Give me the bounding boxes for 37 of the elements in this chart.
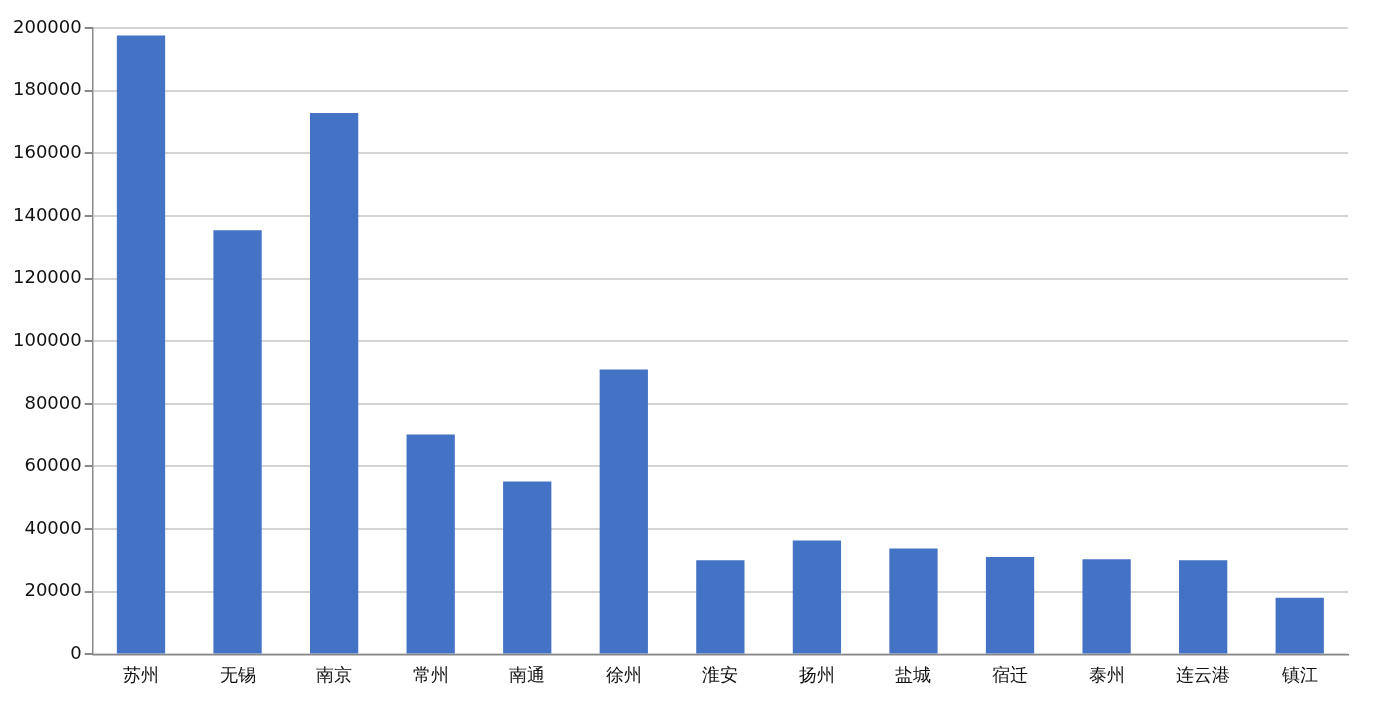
x-tick-label: 宿迁 (992, 663, 1029, 685)
bar (985, 557, 1035, 654)
y-tick-label: 0 (70, 642, 82, 664)
y-tick-label: 80000 (24, 391, 82, 413)
x-tick-label: 连云港 (1176, 663, 1231, 685)
bar (696, 560, 745, 654)
bar (1179, 560, 1228, 654)
y-tick-label: 120000 (12, 266, 82, 288)
x-tick-label: 盐城 (895, 663, 932, 685)
bar (599, 369, 648, 654)
y-tick-label: 140000 (12, 203, 82, 225)
y-tick-label: 100000 (12, 328, 82, 350)
x-tick-label: 南京 (316, 663, 353, 685)
bar (406, 434, 455, 654)
y-tick-label: 40000 (24, 516, 82, 538)
x-tick-label: 镇江 (1280, 663, 1318, 685)
y-tick-label: 20000 (24, 579, 82, 601)
bar (889, 548, 938, 654)
bar (213, 230, 262, 654)
y-tick-label: 180000 (12, 78, 82, 100)
x-tick-label: 徐州 (605, 663, 642, 685)
bar (1275, 597, 1324, 654)
x-tick-label: 扬州 (798, 663, 835, 685)
x-tick-label: 苏州 (122, 663, 159, 685)
bar (309, 112, 359, 654)
y-tick-label: 160000 (12, 140, 82, 162)
x-tick-label: 泰州 (1088, 663, 1125, 685)
x-tick-label: 南通 (509, 663, 546, 685)
bar (116, 35, 166, 654)
y-tick-label: 200000 (12, 15, 82, 37)
bar (1082, 559, 1131, 654)
y-tick-label: 60000 (24, 454, 82, 476)
x-tick-label: 无锡 (219, 663, 256, 685)
x-tick-label: 常州 (412, 663, 449, 685)
x-tick-label: 淮安 (702, 663, 739, 685)
bar (503, 481, 552, 654)
bar (792, 540, 842, 654)
